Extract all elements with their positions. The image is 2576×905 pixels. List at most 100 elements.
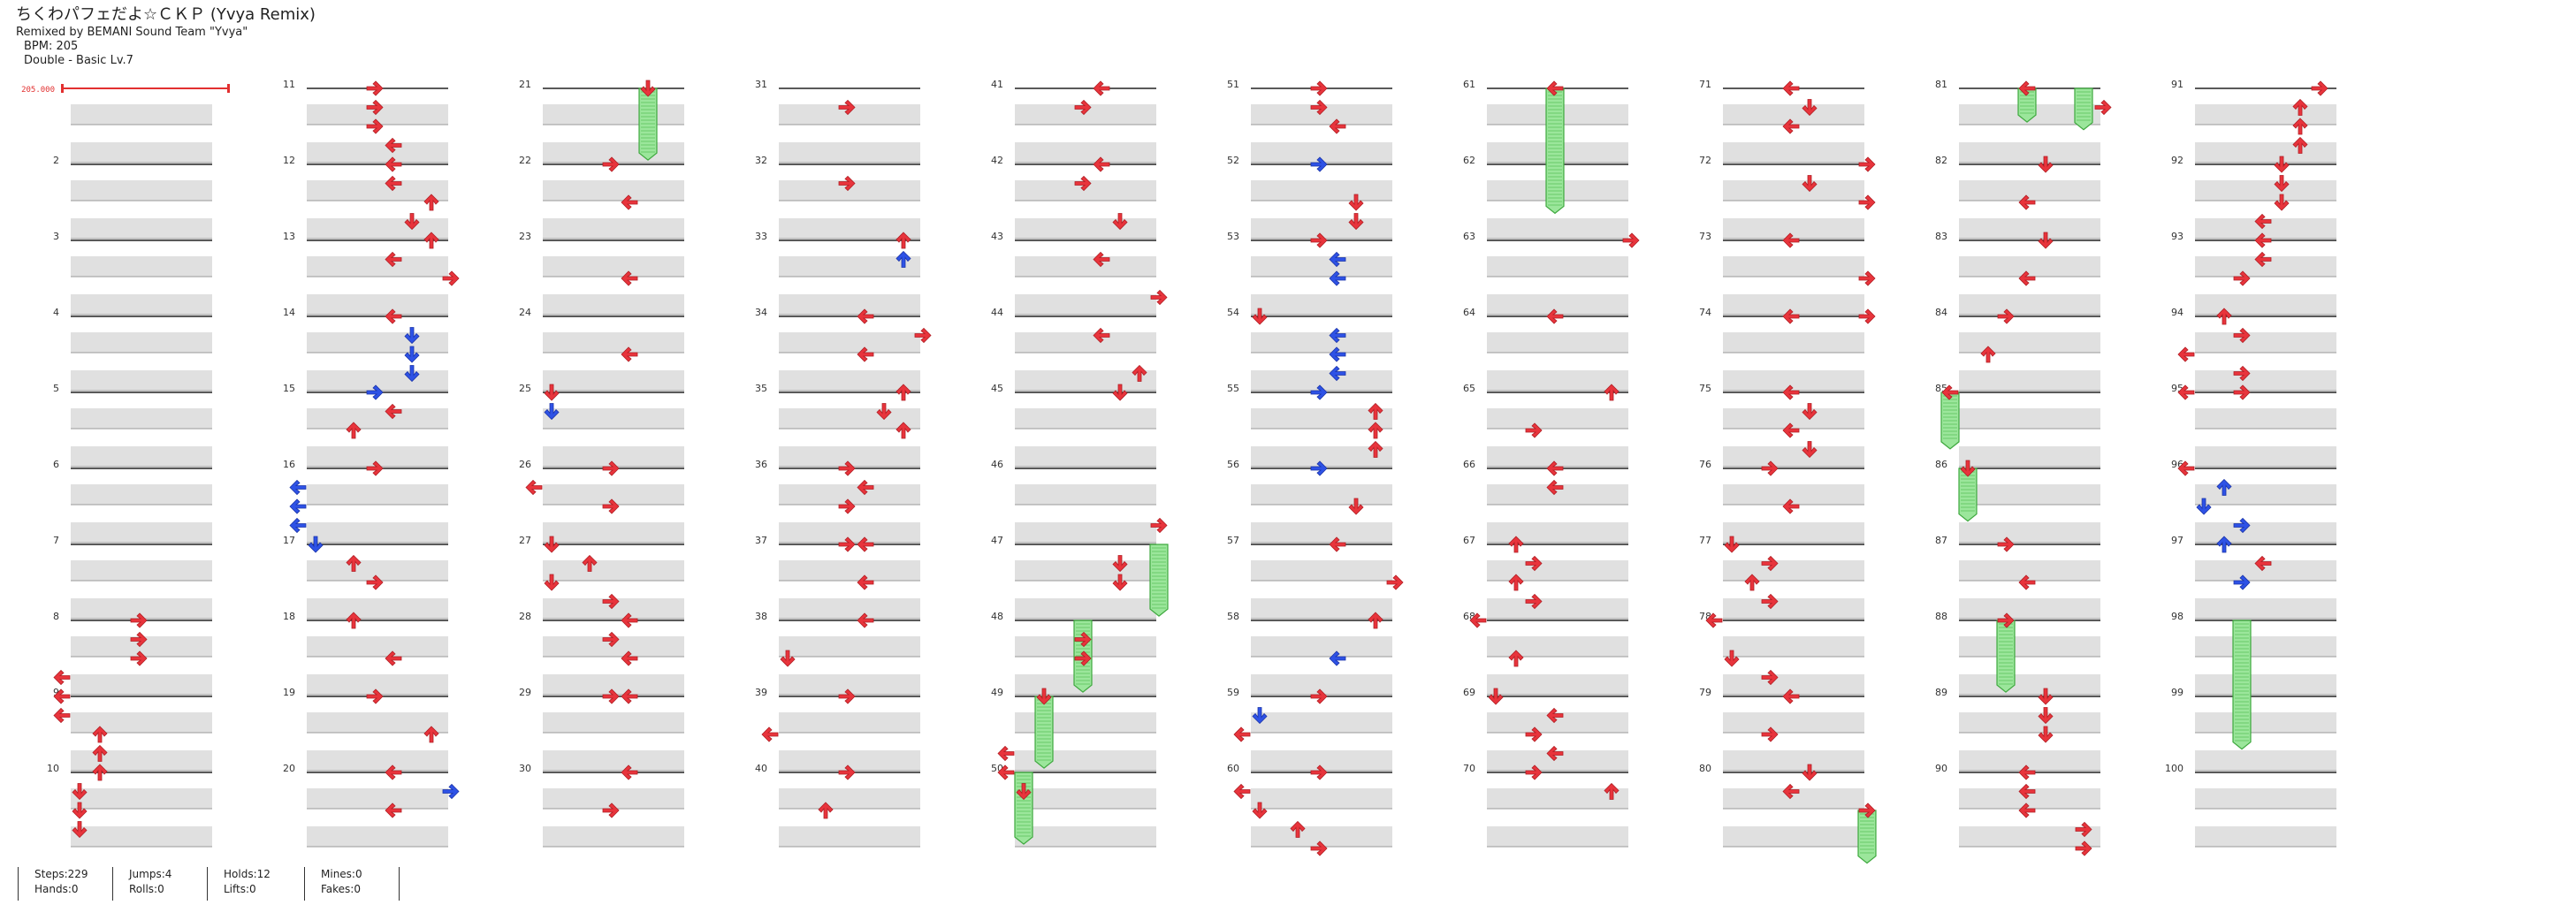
arrow-note-right [366,118,384,134]
measure-number: 12 [283,155,295,166]
measure-shade-band [543,446,684,467]
arrow-note-right [1310,232,1328,248]
arrow-note-right [1310,688,1328,704]
measure-row: 73 [1699,231,1864,316]
measure-shade-band [1251,522,1392,543]
measure-row: 27 [519,535,684,620]
measure-shade-band [71,256,212,277]
measure-number: 10 [47,763,59,774]
measure-shade-band [1015,294,1156,315]
arrow-note-up [1368,402,1383,420]
measure-shade-band [1015,446,1156,467]
arrow-note-left [1546,707,1564,724]
measure-number: 42 [991,155,1003,166]
measure-shade-band [1487,294,1628,315]
arrow-note-left [2177,384,2195,400]
measure-number: 4 [53,307,59,318]
arrow-note-down [2038,707,2054,725]
arrow-note-up [346,422,362,439]
measure-shade-band [779,180,920,201]
measure-number: 87 [1935,535,1947,546]
arrow-note-up [1132,364,1147,382]
arrow-note-right [130,612,148,628]
arrow-note-right [2233,517,2251,534]
measure-row: 49 [991,687,1156,772]
measure-shade-band [1487,256,1628,277]
arrow-note-right [1310,99,1328,116]
measure-shade-band [307,180,448,201]
measure-shade-band [543,712,684,733]
measure-shade-band [2195,560,2336,581]
arrow-note-left [2177,460,2195,476]
arrow-note-up [896,422,911,439]
measure-number: 17 [283,535,295,546]
measure-number: 58 [1227,611,1239,622]
measure-number: 57 [1227,535,1239,546]
measure-shade-band [543,788,684,809]
measure-row: 52 [1227,155,1392,240]
arrow-note-right [1761,669,1779,686]
measure-shade-band [543,370,684,391]
measure-shade-band [1487,788,1628,809]
measure-shade-band [2195,636,2336,657]
measure-number: 25 [519,383,531,394]
arrow-note-left [857,612,874,628]
measure-shade-band [779,598,920,619]
arrow-note-left [1093,80,1110,96]
measure-row: 94 [2171,307,2336,392]
arrow-note-right [602,802,620,818]
measure-shade-band [779,484,920,505]
measure-shade-band [2195,256,2336,277]
measure-row: 79 [1699,687,1864,772]
measure-shade-band [1015,598,1156,619]
measure-row: 69 [1463,687,1628,772]
measure-shade-band [1723,370,1864,391]
measure-row: 22 [519,155,684,240]
arrow-note-right [1310,80,1328,96]
arrow-note-up [2216,478,2232,496]
measure-row: 87 [1935,535,2100,620]
arrow-note-left [53,669,71,686]
arrow-note-left [385,175,402,192]
measure-shade-band [2195,408,2336,429]
arrow-note-left [385,650,402,666]
measure-row: 95 [2171,383,2336,468]
arrow-note-right [1310,840,1328,856]
measure-row: 31 [755,79,920,164]
arrow-note-down [1252,802,1268,819]
measure-number: 19 [283,687,295,698]
measure-shade-band [1959,788,2100,809]
arrow-note-right [1074,631,1092,648]
measure-shade-band [1251,332,1392,353]
measure-row: 21 [519,79,684,164]
measure-row: 67 [1463,535,1628,620]
measure-shade-band [307,674,448,695]
measure-shade-band [307,598,448,619]
measure-shade-band [307,788,448,809]
measure-row: 71 [1699,79,1864,164]
arrow-note-down [876,403,892,421]
arrow-note-left [1705,612,1723,628]
measure-row: 25 [519,383,684,468]
arrow-note-up [346,554,362,572]
measure-shade-band [543,104,684,125]
arrow-note-up [896,384,911,401]
arrow-note-left [2254,555,2272,572]
remix-credit: Remixed by BEMANI Sound Team "Yvya" [16,25,248,39]
measure-shade-band [1959,180,2100,201]
measure-row: 44 [991,307,1156,392]
measure-number: 72 [1699,155,1711,166]
arrow-note-right [366,80,384,96]
measure-row: 63 [1463,231,1628,316]
measure-row: 34 [755,307,920,392]
measure-number: 8 [53,611,59,622]
arrow-note-right [1858,802,1876,818]
measure-shade-band [1959,560,2100,581]
measure-shade-band [1251,256,1392,277]
arrow-note-right [1622,232,1640,248]
arrow-note-down [72,821,88,839]
measure-row: 3 [53,231,212,316]
arrow-note-right [1150,289,1168,306]
measure-number: 38 [755,611,767,622]
arrow-note-right [602,156,620,172]
